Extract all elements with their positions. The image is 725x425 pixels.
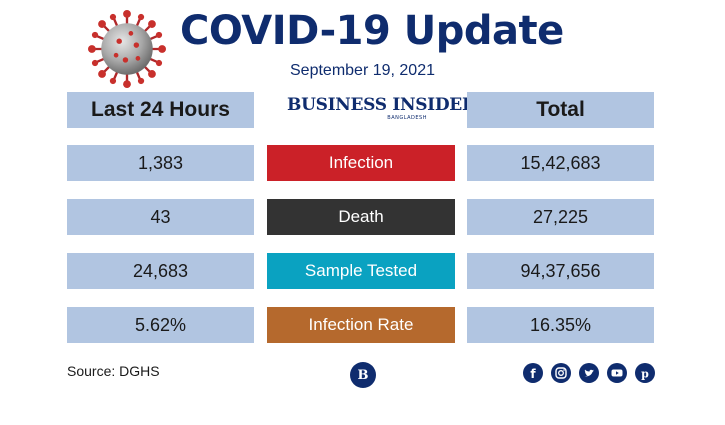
svg-text:f: f [530,367,536,381]
facebook-icon[interactable]: f [523,363,543,383]
column-header-last-24-hours: Last 24 Hours [67,92,254,128]
infection-rate-last-24-value: 5.62% [67,307,254,343]
update-date: September 19, 2021 [290,62,435,79]
youtube-icon[interactable] [607,363,627,383]
virus-icon [88,10,166,88]
pinterest-icon[interactable]: p [635,363,655,383]
infection-rate-total-value: 16.35% [467,307,654,343]
business-insider-logo: BUSINESS INSIDER BANGLADESH [287,95,476,121]
sample-tested-label: Sample Tested [267,253,455,289]
infection-last-24-value: 1,383 [67,145,254,181]
infection-total-value: 15,42,683 [467,145,654,181]
column-header-total: Total [467,92,654,128]
twitter-icon[interactable] [579,363,599,383]
business-insider-badge-icon: B [350,362,376,388]
infection-label: Infection [267,145,455,181]
infection-rate-label: Infection Rate [267,307,455,343]
death-last-24-value: 43 [67,199,254,235]
page-title: COVID-19 Update [180,8,564,54]
source-note: Source: DGHS [67,363,160,379]
death-label: Death [267,199,455,235]
svg-text:p: p [641,368,649,381]
death-total-value: 27,225 [467,199,654,235]
sample-tested-total-value: 94,37,656 [467,253,654,289]
sample-tested-last-24-value: 24,683 [67,253,254,289]
instagram-icon[interactable] [551,363,571,383]
